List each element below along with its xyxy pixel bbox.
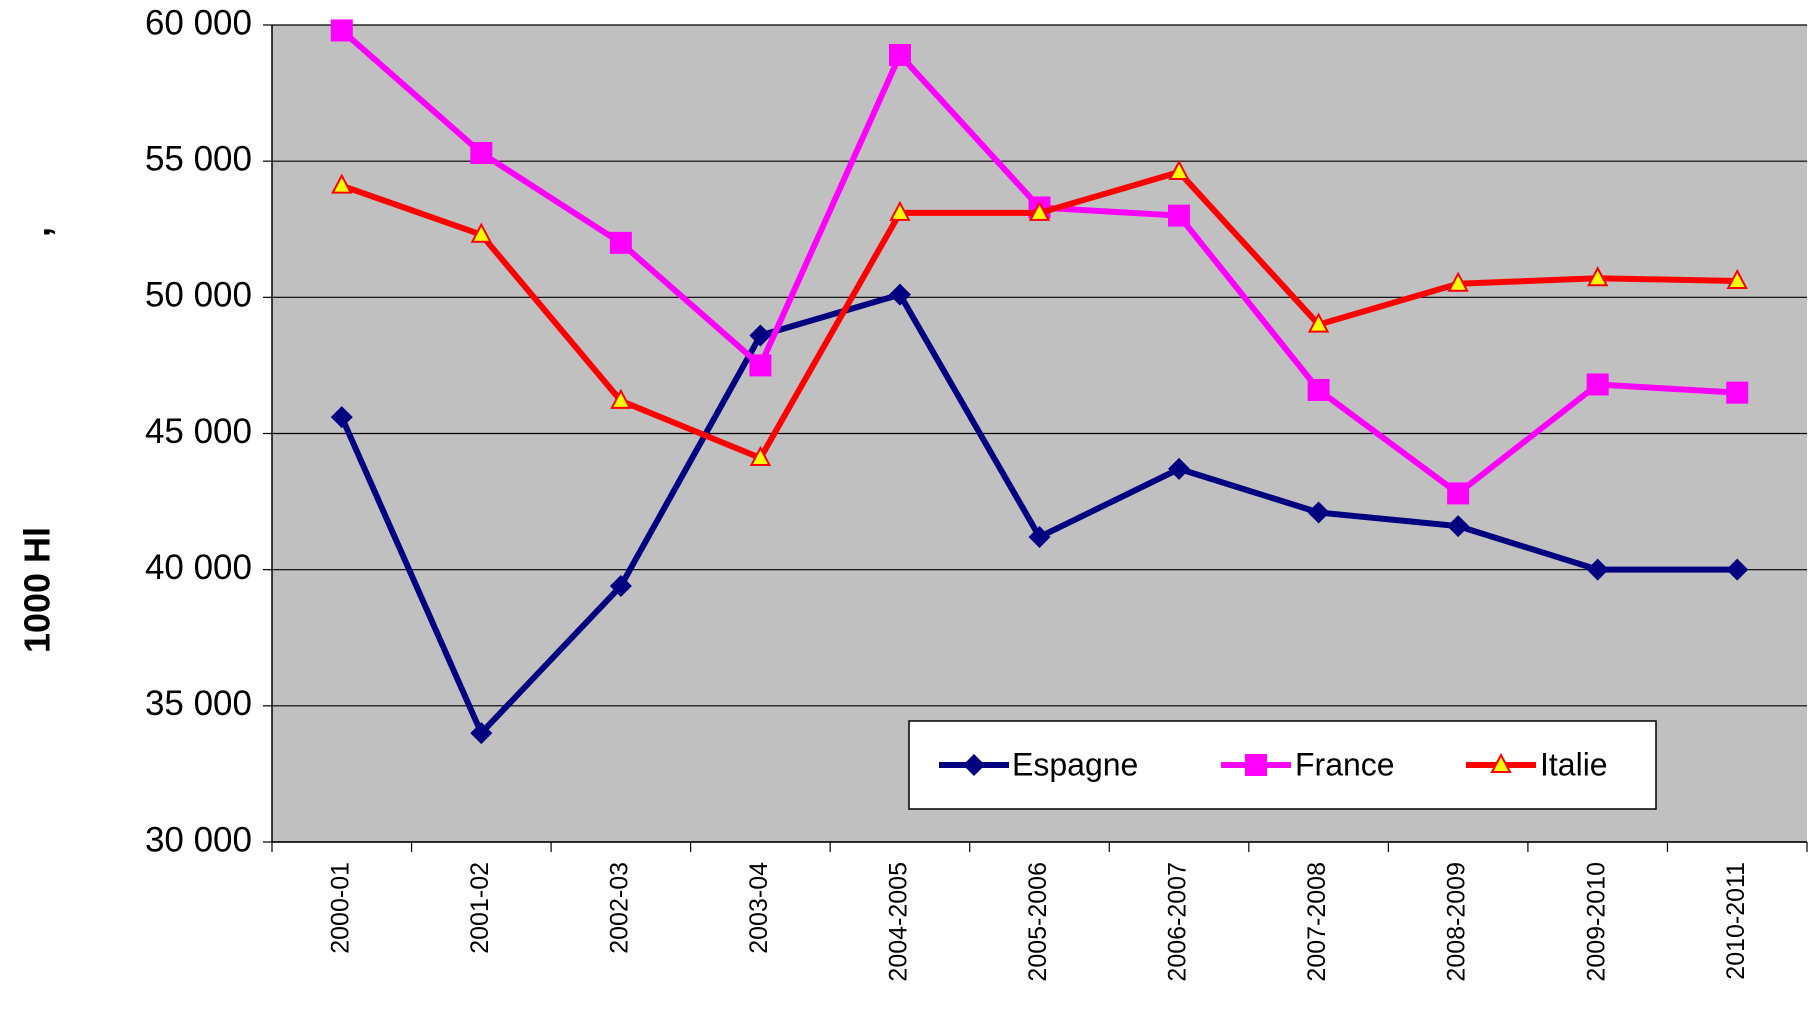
y-tick-label: 60 000 [145,3,252,42]
marker [1168,204,1191,227]
x-tick-label: 2010-2011 [1722,862,1750,980]
marker [749,445,772,467]
marker [749,324,772,347]
x-tick-label: 2000-01 [326,862,354,954]
x-tick-label: 2005-2006 [1024,862,1052,982]
marker [470,141,493,164]
annotation: , [17,227,58,237]
y-axis-label: 1000 Hl [17,527,58,653]
x-tick-label: 2007-2008 [1303,862,1331,982]
legend-label: France [1295,746,1395,782]
x-tick-label: 2004-2005 [885,862,913,982]
y-tick-label: 35 000 [145,684,252,723]
marker [888,43,911,66]
legend-label: Espagne [1012,746,1138,782]
x-tick-label: 2002-03 [605,862,633,954]
x-tick-label: 2003-04 [745,862,773,954]
marker [470,722,493,745]
marker [1726,558,1749,581]
marker [610,388,632,409]
marker [1490,752,1512,773]
x-tick-label: 2008-2009 [1443,862,1471,982]
x-tick-label: 2001-02 [466,862,494,954]
y-tick-label: 45 000 [145,412,252,451]
marker [1307,501,1330,524]
marker [1447,271,1469,292]
marker [470,222,492,243]
marker [609,575,632,598]
marker [749,354,772,377]
marker [331,173,353,194]
y-tick-label: 50 000 [145,276,252,315]
marker [1586,558,1609,581]
marker [1028,525,1051,548]
y-tick-label: 55 000 [145,139,252,178]
marker [1307,312,1330,333]
marker [609,231,632,254]
marker [1447,482,1470,505]
marker [1168,159,1190,181]
legend-label: Italie [1540,746,1608,782]
marker [963,754,985,776]
marker [1168,457,1191,480]
y-tick-label: 30 000 [145,820,252,859]
marker [330,19,353,42]
y-tick-label: 40 000 [145,548,252,587]
x-tick-label: 2006-2007 [1164,862,1192,982]
marker [1028,200,1051,221]
marker [1726,381,1749,404]
marker [1307,378,1330,401]
marker [1586,373,1609,396]
marker [1447,515,1470,538]
marker [330,406,353,429]
marker [889,200,911,221]
x-tick-label: 2009-2010 [1582,862,1610,982]
marker [1726,268,1748,289]
marker [1587,266,1609,287]
marker [888,283,911,306]
marker [1245,754,1267,776]
